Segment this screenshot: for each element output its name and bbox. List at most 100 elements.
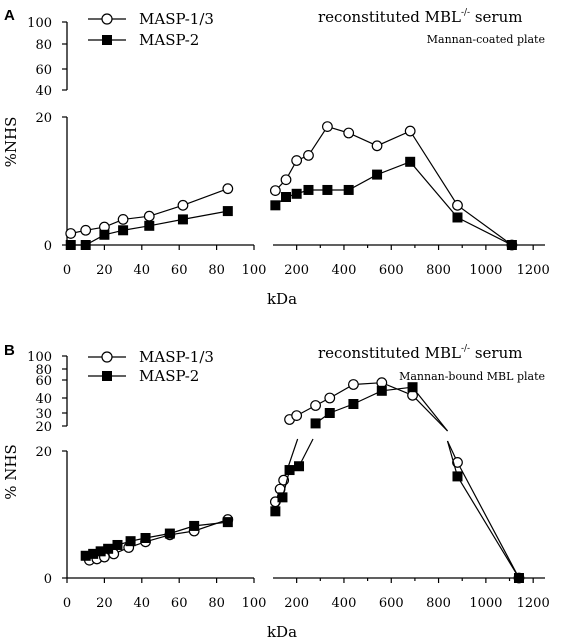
panel-b-masp2-point — [513, 573, 524, 583]
panel-a-masp2-point — [405, 156, 416, 167]
panel-a-x-axis-label: kDa — [267, 290, 297, 308]
panel-b-x-tick-label: 80 — [208, 596, 225, 611]
panel-b-masp2-point — [80, 550, 91, 561]
panel-b-x-tick-label: 1000 — [469, 596, 502, 611]
panel-a-masp2-point — [506, 240, 517, 250]
panel-a-masp13-point — [343, 127, 355, 139]
panel-b-y-axis-label: % NHS — [2, 444, 20, 500]
panel-a-label: A — [4, 7, 15, 24]
panel-a-masp13-point — [65, 228, 77, 239]
panel-a-masp13-point — [291, 155, 303, 166]
panel-b-masp2-point — [125, 536, 136, 547]
panel-a-masp2-point — [372, 169, 383, 180]
plot-layer: 0 20 40 60 80 100 200 400 600 800 1000 120002040608… — [27, 16, 550, 611]
panel-a-y-axis-label: %NHS — [2, 117, 20, 168]
panel-a-masp2-point — [99, 229, 110, 240]
panel-b-masp2-point — [95, 546, 106, 557]
panel-b-masp2-point — [103, 543, 114, 554]
panel-b-x-tick-label: 40 — [134, 596, 151, 611]
panel-b-x-tick-label: 1200 — [517, 596, 550, 611]
panel-a-title-suffix: serum — [470, 8, 522, 26]
panel-b-y-tick-label: 40 — [35, 392, 52, 407]
legend-b-label-masp13: MASP-1/3 — [139, 348, 214, 366]
panel-a-y-tick-label: 40 — [35, 84, 52, 99]
panel-a-x-tick-label: 800 — [426, 263, 451, 278]
panel-b-masp13-line-fall — [456, 462, 520, 579]
panel-b-masp2-line-fall — [456, 476, 520, 579]
panel-b-masp2-point — [88, 548, 99, 559]
legend-a-marker-masp13 — [101, 13, 113, 25]
panel-a-masp2-point — [80, 240, 91, 250]
panel-b-title-superscript: -/- — [461, 344, 470, 354]
panel-a-masp13-point — [143, 210, 155, 222]
legend-a-marker-masp2 — [102, 35, 112, 45]
panel-a-masp13-point — [322, 121, 333, 132]
panel-b-title: reconstituted MBL-/- serum — [318, 344, 523, 362]
panel-b-masp13-point — [452, 457, 463, 468]
panel-b-x-tick-label: 60 — [171, 596, 188, 611]
panel-b-x-tick-label: 400 — [332, 596, 357, 611]
panel-a-x-tick-label: 80 — [208, 263, 225, 278]
panel-a-masp2-point — [144, 220, 155, 231]
panel-b-y-tick-label: 0 — [44, 572, 52, 587]
panel-a-title-main: reconstituted MBL — [318, 8, 461, 26]
panel-a-y-tick-label: 0 — [44, 239, 52, 254]
panel-b-x-tick-label: 800 — [426, 596, 451, 611]
panel-a-masp13-point — [222, 183, 234, 195]
panel-a-masp13-point — [280, 174, 292, 186]
panel-b: B % NHS kDa MASP-1/3 MASP-2 reconstitute… — [2, 342, 545, 641]
panel-b-masp2-point — [140, 532, 151, 543]
panel-b-masp2-point — [294, 461, 305, 472]
panel-a-y-tick-label: 20 — [35, 111, 52, 126]
panel-b-x-tick-label: 20 — [96, 596, 113, 611]
panel-b-x-tick-label: 600 — [379, 596, 404, 611]
panel-b-y-tick-label: 30 — [35, 407, 52, 422]
panel-a-x-tick-label: 60 — [171, 263, 188, 278]
panel-b-x-axis-label: kDa — [267, 623, 297, 641]
panel-a-masp13-point — [117, 213, 129, 225]
panel-a-masp2-point — [343, 184, 354, 195]
panel-b-masp13-upper-tail — [412, 394, 448, 432]
panel-b-masp2-point — [310, 418, 321, 429]
legend-b-marker-masp2 — [102, 371, 112, 381]
panel-b-masp2-point — [277, 492, 288, 503]
panel-b-masp13-point — [324, 392, 336, 404]
panel-b-masp2-point — [348, 399, 359, 409]
panel-a-masp2-point — [452, 212, 463, 223]
panel-b-masp2-point — [189, 520, 200, 531]
panel-a-x-tick-label: 200 — [284, 263, 309, 278]
legend-b-marker-masp13 — [101, 351, 113, 363]
panel-a-masp13-line-right — [274, 125, 513, 246]
panel-b-title-suffix: serum — [470, 344, 522, 362]
panel-b-x-tick-label: 0 — [63, 596, 71, 611]
panel-b-masp13-point — [348, 379, 359, 390]
panel-b-legend: MASP-1/3 MASP-2 — [88, 348, 214, 385]
panel-a-x-tick-label: 1200 — [517, 263, 550, 278]
panel-a-masp2-point — [303, 184, 314, 195]
panel-b-label: B — [4, 342, 15, 359]
panel-a-masp2-point — [118, 225, 129, 236]
panel-b-y-tick-label: 20 — [35, 445, 52, 460]
panel-b-masp2-point — [324, 408, 335, 418]
panel-a-x-tick-label: 100 — [242, 263, 267, 278]
panel-b-subtitle: Mannan-bound MBL plate — [399, 370, 545, 383]
panel-b-y-tick-label: 60 — [35, 374, 52, 389]
panel-a-masp2-point — [322, 184, 333, 195]
panel-a-x-tick-label: 1000 — [469, 263, 502, 278]
panel-a-x-tick-label: 400 — [332, 263, 357, 278]
panel-a-masp2-line-right — [275, 161, 513, 246]
panel-b-masp2-point — [376, 385, 387, 396]
panel-a-x-tick-label: 0 — [63, 263, 71, 278]
panel-a-y-tick-label: 60 — [35, 63, 52, 78]
panel-a-title-superscript: -/- — [461, 8, 470, 18]
legend-b-label-masp2: MASP-2 — [139, 367, 199, 385]
panel-a-masp2-point — [291, 188, 302, 199]
panel-b-masp2-point — [270, 506, 281, 517]
panel-b-y-tick-label: 80 — [35, 363, 52, 378]
panel-b-x-tick-label: 100 — [242, 596, 267, 611]
panel-a-masp2-point — [65, 240, 76, 250]
panel-a-subtitle: Mannan-coated plate — [427, 33, 545, 46]
panel-a-masp13-point — [404, 125, 416, 137]
panel-b-masp2-point — [112, 539, 123, 550]
